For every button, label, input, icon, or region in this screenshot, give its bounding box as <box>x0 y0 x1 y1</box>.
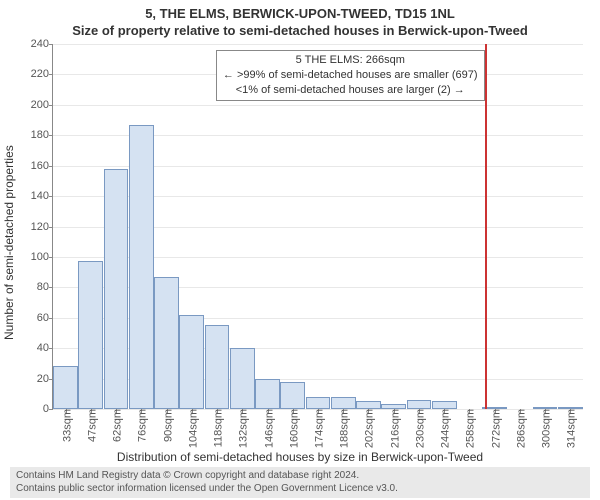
bar <box>154 277 179 409</box>
y-tick-mark <box>49 74 53 75</box>
x-tick-label: 174sqm <box>311 409 326 448</box>
y-tick-mark <box>49 44 53 45</box>
x-tick-label: 104sqm <box>184 409 199 448</box>
y-tick-mark <box>49 196 53 197</box>
bar <box>331 397 356 409</box>
annotation-box: 5 THE ELMS: 266sqm ← >99% of semi-detach… <box>216 50 485 101</box>
y-tick-mark <box>49 166 53 167</box>
x-tick-label: 244sqm <box>437 409 452 448</box>
x-tick-label: 286sqm <box>512 409 527 448</box>
footer-line1: Contains HM Land Registry data © Crown c… <box>16 470 584 483</box>
bar <box>78 261 103 409</box>
y-tick-mark <box>49 287 53 288</box>
bar <box>53 366 78 409</box>
y-tick-mark <box>49 409 53 410</box>
x-tick-label: 160sqm <box>285 409 300 448</box>
x-tick-label: 132sqm <box>235 409 250 448</box>
bar <box>230 348 255 409</box>
bar <box>280 382 305 409</box>
bar <box>129 125 154 409</box>
bar <box>104 169 129 409</box>
y-tick-mark <box>49 227 53 228</box>
bar <box>306 397 331 409</box>
x-tick-label: 230sqm <box>411 409 426 448</box>
y-tick-mark <box>49 348 53 349</box>
annotation-line2: ← >99% of semi-detached houses are small… <box>223 68 478 83</box>
x-tick-label: 33sqm <box>58 409 73 442</box>
plot-area: 5 THE ELMS: 266sqm ← >99% of semi-detach… <box>52 44 583 410</box>
x-tick-label: 118sqm <box>210 409 225 447</box>
annotation-line1: 5 THE ELMS: 266sqm <box>223 53 478 68</box>
y-tick-mark <box>49 318 53 319</box>
bar <box>255 379 280 409</box>
x-tick-label: 76sqm <box>134 409 149 442</box>
x-tick-label: 216sqm <box>386 409 401 448</box>
bar <box>179 315 204 409</box>
chart-title-line1: 5, THE ELMS, BERWICK-UPON-TWEED, TD15 1N… <box>0 0 600 21</box>
x-tick-label: 314sqm <box>563 409 578 448</box>
y-tick-mark <box>49 135 53 136</box>
y-tick-mark <box>49 105 53 106</box>
x-tick-label: 188sqm <box>336 409 351 448</box>
chart-container: 5, THE ELMS, BERWICK-UPON-TWEED, TD15 1N… <box>0 0 600 500</box>
annotation-line3: <1% of semi-detached houses are larger (… <box>223 83 478 98</box>
marker-line <box>485 44 487 409</box>
y-axis-label: Number of semi-detached properties <box>2 145 16 340</box>
bar <box>407 400 432 409</box>
x-tick-label: 47sqm <box>83 409 98 442</box>
x-axis-label: Distribution of semi-detached houses by … <box>0 450 600 464</box>
chart-title-line2: Size of property relative to semi-detach… <box>0 21 600 38</box>
x-tick-label: 300sqm <box>538 409 553 448</box>
y-tick-mark <box>49 379 53 380</box>
x-tick-label: 62sqm <box>109 409 124 442</box>
bar <box>432 401 457 409</box>
x-tick-label: 146sqm <box>260 409 275 448</box>
bar <box>356 401 381 409</box>
x-tick-label: 258sqm <box>462 409 477 448</box>
footer: Contains HM Land Registry data © Crown c… <box>10 467 590 498</box>
footer-line2: Contains public sector information licen… <box>16 483 584 496</box>
x-tick-label: 272sqm <box>487 409 502 448</box>
y-tick-mark <box>49 257 53 258</box>
x-tick-label: 202sqm <box>361 409 376 448</box>
bar <box>205 325 230 409</box>
x-tick-label: 90sqm <box>159 409 174 442</box>
